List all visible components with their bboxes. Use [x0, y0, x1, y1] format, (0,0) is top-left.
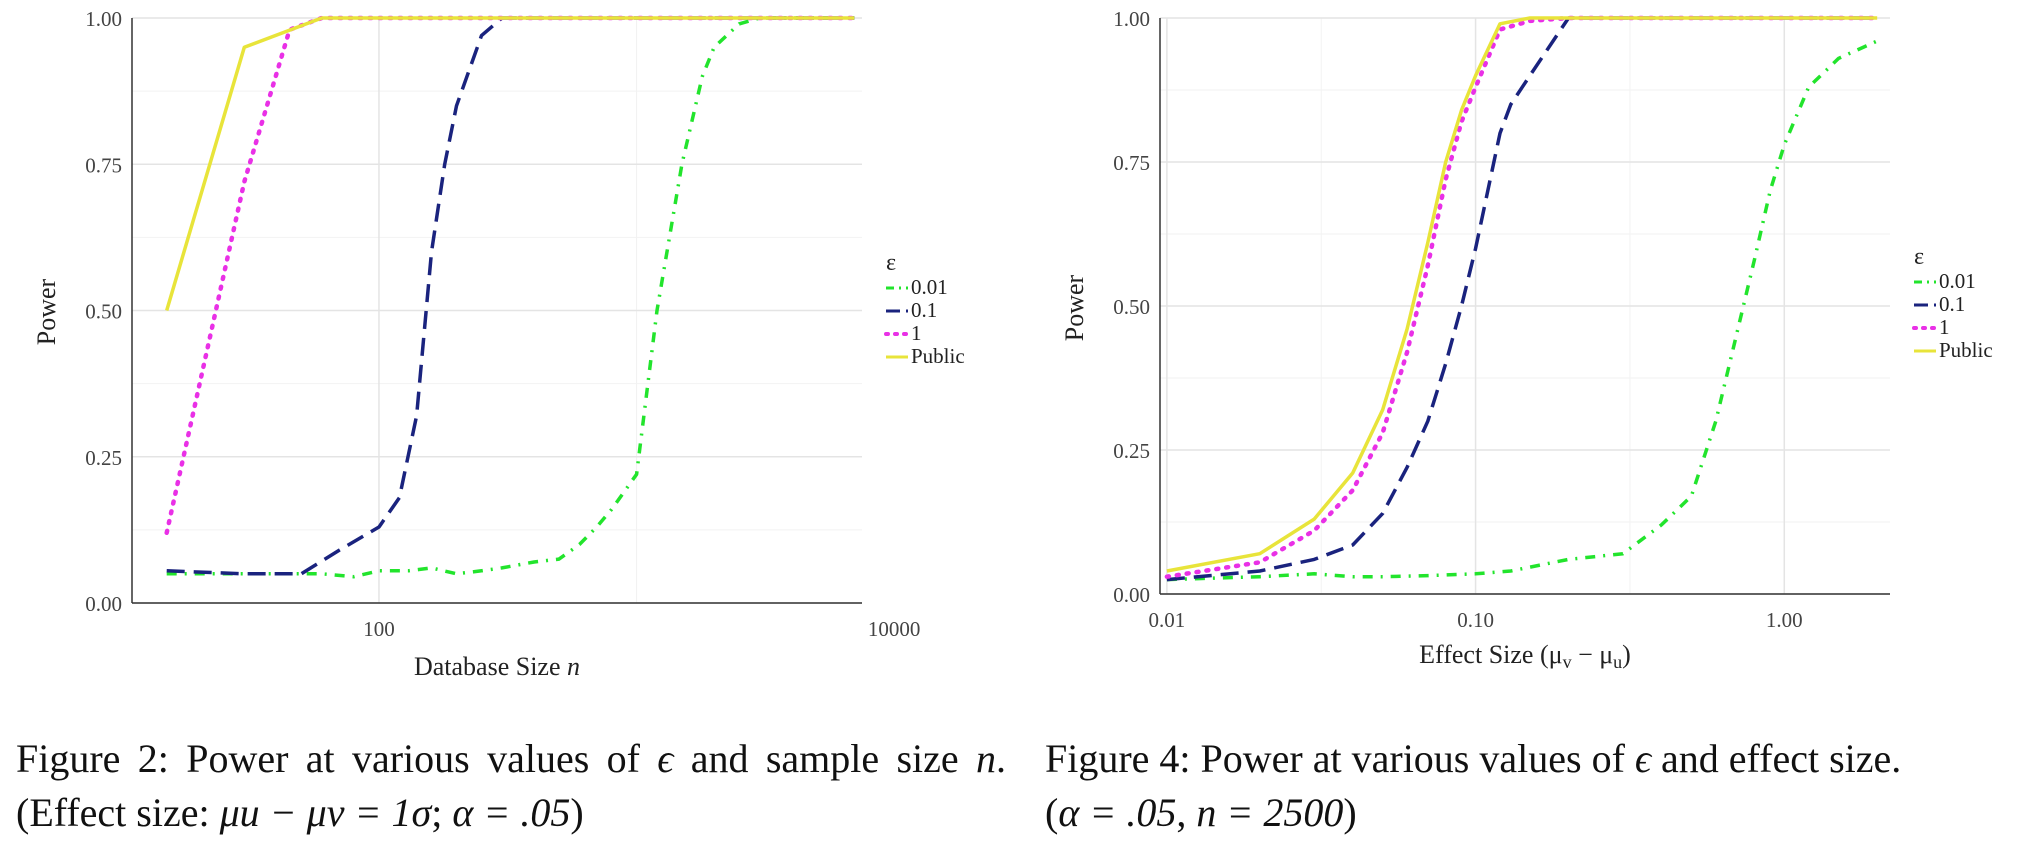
legend-label: 1: [911, 321, 922, 345]
y-tick-label: 0.50: [85, 300, 122, 324]
caption-left-part3: . (Effect size:: [16, 736, 1006, 835]
legend-title: ε: [1914, 244, 1924, 270]
x-tick-label: 1.00: [1766, 608, 1803, 632]
caption-right-alpha: α = .05: [1058, 790, 1177, 835]
y-tick-label: 0.25: [85, 446, 122, 470]
y-tick-label: 0.00: [85, 592, 122, 616]
series-line-public: [1166, 16, 1878, 573]
caption-figure-4: Figure 4: Power at various values of ϵ a…: [1045, 732, 2035, 840]
y-tick-label: 0.75: [85, 153, 122, 177]
chart-left-x-label-main: Database Size: [414, 652, 567, 681]
x-tick-label: 0.01: [1149, 608, 1186, 632]
caption-left-part4: ;: [431, 790, 453, 835]
x-tick-label: 0.10: [1457, 608, 1494, 632]
chart-right-y-ticks: 0.00 0.25 0.50 0.75 1.00: [1113, 7, 1150, 607]
chart-right-grid: [1160, 17, 1890, 595]
series-line-0-01: [1166, 39, 1878, 582]
series-line-0-1: [1166, 16, 1878, 582]
series-line-0-1: [166, 16, 855, 576]
caption-left-epsilon: ϵ: [657, 736, 674, 781]
chart-right: 0.000.250.500.751.00 0.01 0.10 1.00 Power …: [1060, 7, 1993, 672]
caption-left-alpha: α = .05: [452, 790, 571, 835]
chart-right-series: [1164, 15, 1880, 582]
legend-label: 1: [1939, 315, 1950, 339]
x-tick-label: 10000: [868, 617, 921, 641]
legend-label: 0.1: [911, 298, 937, 322]
caption-left-n: n: [976, 736, 996, 781]
chart-left-x-label: Database Size n: [414, 652, 580, 681]
caption-left-math: μu − μv = 1σ: [219, 790, 432, 835]
chart-left-x-label-var: n: [567, 652, 580, 681]
x-tick-label: 100: [363, 617, 395, 641]
caption-left-part2: and sample size: [673, 736, 976, 781]
series-line-1: [1164, 15, 1880, 579]
chart-left-x-ticks: 100 10000: [363, 617, 920, 641]
y-tick-label: 0.50: [1113, 295, 1150, 319]
y-tick-label: 1.00: [85, 7, 122, 31]
legend-label: 0.01: [911, 275, 948, 299]
caption-right-part2: and effect size.: [1651, 736, 1902, 781]
series-line-1: [164, 15, 857, 536]
legend-label: 0.01: [1939, 269, 1976, 293]
legend-title: ε: [886, 250, 896, 276]
caption-right-part1: Figure 4: Power at various values of: [1045, 736, 1635, 781]
chart-right-x-label-end: ): [1622, 640, 1631, 669]
chart-left-series: [164, 15, 857, 579]
chart-right-x-label-mid: − μ: [1572, 640, 1614, 669]
caption-left-part1: Figure 2: Power at various values of: [16, 736, 658, 781]
legend-label: Public: [911, 344, 965, 368]
caption-right-n: n = 2500: [1196, 790, 1344, 835]
y-tick-label: 0.75: [1113, 151, 1150, 175]
caption-right-part5: ): [1343, 790, 1357, 835]
y-tick-label: 0.25: [1113, 439, 1150, 463]
chart-left-y-label: Power: [32, 278, 61, 345]
chart-right-y-label: Power: [1060, 274, 1089, 341]
caption-right-part3: (: [1045, 790, 1059, 835]
legend-label: Public: [1939, 338, 1993, 362]
y-tick-label: 0.00: [1113, 583, 1150, 607]
caption-right-epsilon: ϵ: [1634, 736, 1652, 781]
y-tick-label: 1.00: [1113, 7, 1150, 31]
chart-right-x-label-sub1: v: [1563, 652, 1572, 672]
chart-left: 0.00 0.25 0.50 0.75 1.00 100 10000 Power Data…: [32, 7, 965, 681]
series-line-public: [165, 16, 855, 311]
chart-left-grid: [132, 17, 862, 604]
chart-left-y-ticks: 0.00 0.25 0.50 0.75 1.00: [85, 7, 122, 616]
caption-right-part4: ,: [1176, 790, 1197, 835]
chart-right-x-label-main: Effect Size (μ: [1419, 640, 1562, 669]
caption-left-part5: ): [570, 790, 584, 835]
chart-right-x-label-sub2: u: [1613, 652, 1622, 672]
chart-right-x-label: Effect Size (μv − μu): [1419, 640, 1631, 672]
caption-figure-2: Figure 2: Power at various values of ϵ a…: [16, 732, 1006, 840]
chart-right-x-ticks: 0.01 0.10 1.00: [1149, 608, 1803, 632]
legend-label: 0.1: [1939, 292, 1965, 316]
